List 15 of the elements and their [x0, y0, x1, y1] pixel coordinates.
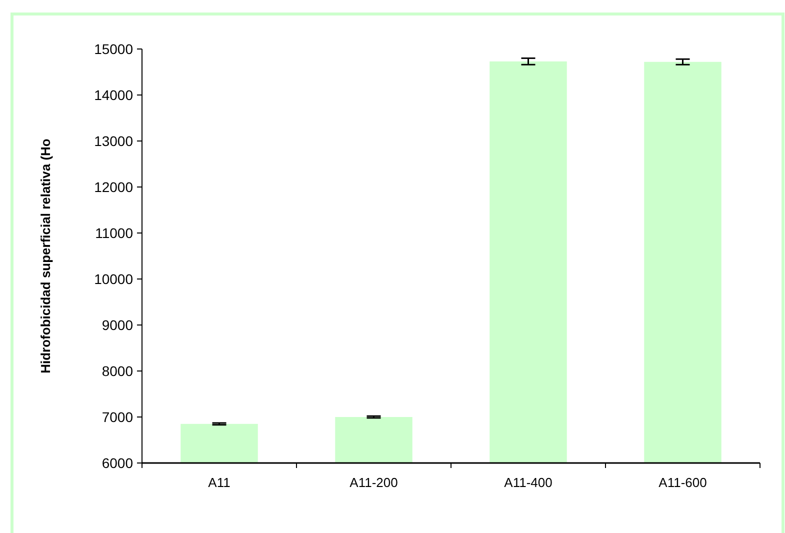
- x-tick-label: A11-400: [504, 475, 552, 490]
- y-tick-label: 6000: [102, 454, 134, 471]
- y-tick-label: 9000: [102, 316, 134, 333]
- y-tick-label: 7000: [102, 408, 134, 425]
- y-tick-label: 15000: [94, 40, 134, 57]
- x-tick-label: A11-200: [350, 475, 398, 490]
- y-tick-label: 10000: [94, 270, 134, 287]
- y-tick-label: 13000: [94, 132, 134, 149]
- x-tick-label: A11-600: [658, 475, 707, 490]
- x-tick-label: A11: [208, 475, 230, 490]
- y-tick-label: 11000: [95, 224, 134, 241]
- y-tick-label: 12000: [94, 178, 134, 195]
- y-tick-label: 14000: [94, 86, 134, 103]
- y-tick-label: 8000: [102, 362, 134, 379]
- y-axis-title: Hidrofobicidad superficial relativa (Ho: [38, 138, 53, 374]
